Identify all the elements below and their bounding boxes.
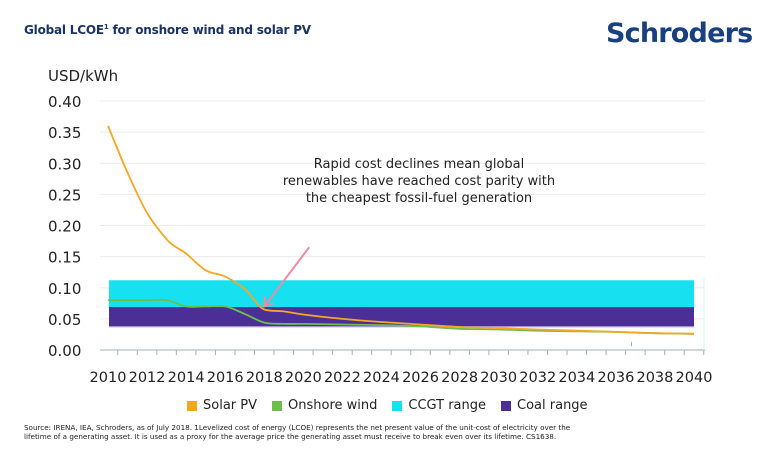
chart-title: Global LCOE1 for onshore wind and solar … xyxy=(24,23,311,37)
x-tick-label: 2030 xyxy=(480,370,517,386)
range-band-ccgt-range xyxy=(109,280,694,308)
y-tick-label: 0.15 xyxy=(48,249,81,267)
y-tick-label: 0.30 xyxy=(48,155,81,173)
x-tick-label: 2026 xyxy=(402,370,439,386)
legend-label: Solar PV xyxy=(203,398,257,413)
legend: Solar PV Onshore wind CCGT range Coal ra… xyxy=(187,398,588,413)
legend-label: CCGT range xyxy=(408,398,487,413)
legend-item-onshore-wind: Onshore wind xyxy=(272,398,377,413)
y-axis-label: USD/kWh xyxy=(48,67,119,85)
x-tick-label: 2022 xyxy=(324,370,361,386)
title-rest: for onshore wind and solar PV xyxy=(108,23,311,37)
annotation-text-line: Rapid cost declines mean global xyxy=(314,157,524,172)
y-tick-label: 0.35 xyxy=(48,124,81,142)
x-tick-label: 2034 xyxy=(558,370,595,386)
x-tick-label: 2024 xyxy=(363,370,400,386)
footnote-line: Source: IRENA, IEA, Schroders, as of Jul… xyxy=(24,423,571,432)
x-tick-label: 2016 xyxy=(207,370,244,386)
y-tick-labels: 0.00 0.05 0.10 0.15 0.20 0.25 0.30 0.35 0.40 xyxy=(48,93,81,360)
x-tick-label: 2020 xyxy=(285,370,322,386)
title-main: Global LCOE xyxy=(24,23,104,37)
y-tick-label: 0.20 xyxy=(48,218,81,236)
x-tick-label: 2018 xyxy=(246,370,283,386)
y-tick-label: 0.10 xyxy=(48,280,81,298)
annotation-arrow-shaft xyxy=(263,246,310,308)
y-tick-label: 0.00 xyxy=(48,342,81,360)
annotation-text-line: the cheapest fossil-fuel generation xyxy=(306,191,532,206)
annotation-text-line: renewables have reached cost parity with xyxy=(283,174,555,189)
legend-label: Coal range xyxy=(517,398,588,413)
annotation: Rapid cost declines mean global renewable… xyxy=(263,157,555,308)
x-tick-label: 2040 xyxy=(676,370,713,386)
footnote-line: lifetime of a generating asset. It is us… xyxy=(24,432,557,441)
x-axis: 2010 2012 2014 2016 2018 2020 2022 2024 2026 2028… xyxy=(90,278,713,386)
x-tick-label: 2010 xyxy=(90,370,127,386)
x-tick-label: 2038 xyxy=(636,370,673,386)
legend-label: Onshore wind xyxy=(288,398,378,413)
y-tick-label: 0.25 xyxy=(48,186,81,204)
series-line-solar-pv xyxy=(107,125,695,335)
source-footnote: Source: IRENA, IEA, Schroders, as of Jul… xyxy=(24,423,754,441)
y-tick-label: 0.40 xyxy=(48,93,81,111)
legend-item-coal-range: Coal range xyxy=(501,398,588,413)
x-tick-label: 2032 xyxy=(519,370,556,386)
range-band-coal-range xyxy=(109,307,694,327)
x-tick-label: 2028 xyxy=(441,370,478,386)
brand-logo: Schroders xyxy=(606,18,753,49)
legend-swatch xyxy=(501,400,512,411)
x-tick-label: 2012 xyxy=(129,370,166,386)
legend-swatch xyxy=(187,400,197,411)
legend-item-solar-pv: Solar PV xyxy=(187,398,257,413)
title-footnote-marker: 1 xyxy=(103,23,109,31)
range-bands xyxy=(109,280,694,328)
legend-item-ccgt-range: CCGT range xyxy=(392,398,486,413)
legend-swatch xyxy=(392,400,403,411)
legend-swatch xyxy=(272,400,282,411)
y-tick-label: 0.05 xyxy=(48,311,81,329)
x-tick-label: 2014 xyxy=(168,370,205,386)
series-lines xyxy=(107,125,695,335)
x-tick-label: 2036 xyxy=(597,370,634,386)
annotation-arrow-head xyxy=(263,296,274,308)
